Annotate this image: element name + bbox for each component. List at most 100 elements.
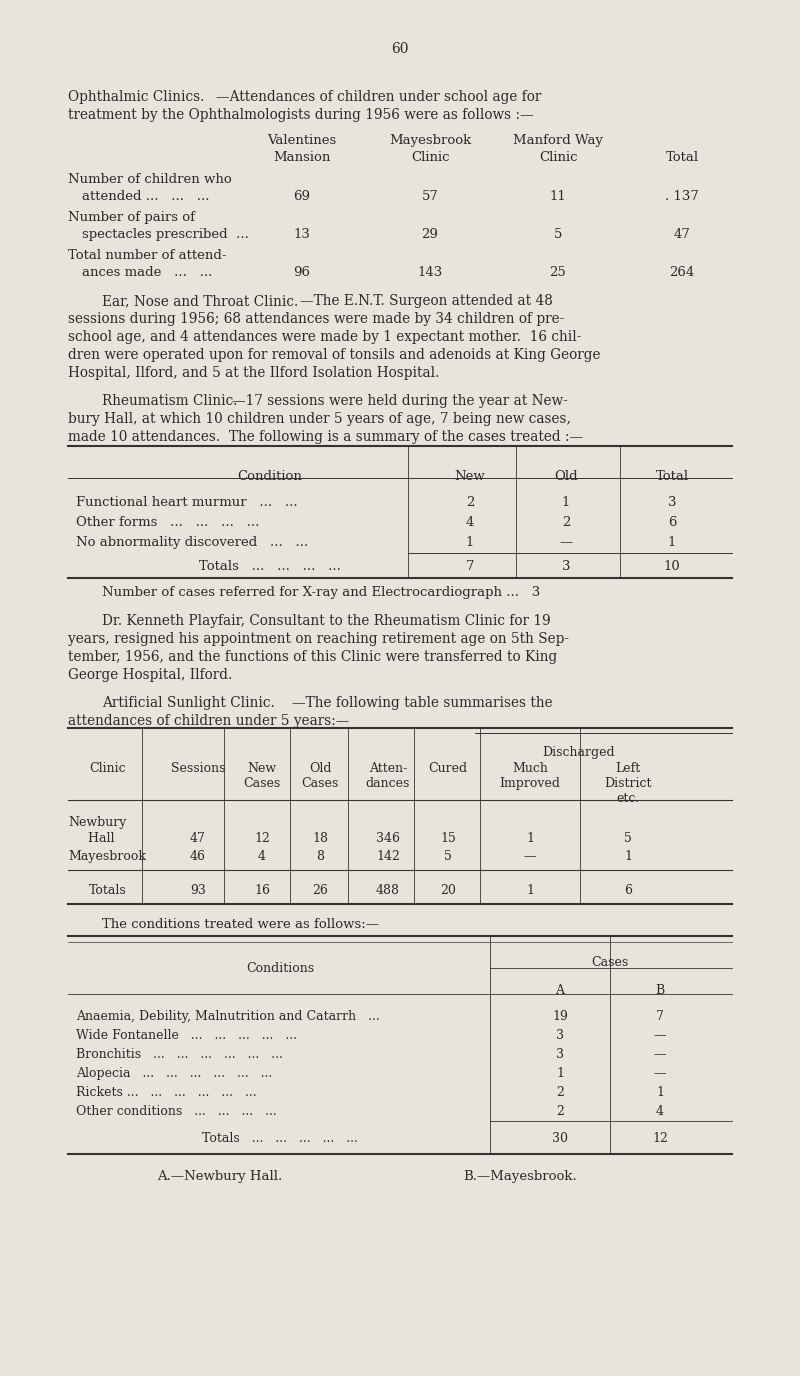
Text: Valentines: Valentines <box>267 133 337 147</box>
Text: Mayesbrook: Mayesbrook <box>68 850 146 863</box>
Text: 3: 3 <box>556 1049 564 1061</box>
Text: Functional heart murmur   ...   ...: Functional heart murmur ... ... <box>76 495 298 509</box>
Text: made 10 attendances.  The following is a summary of the cases treated :—: made 10 attendances. The following is a … <box>68 429 583 444</box>
Text: 57: 57 <box>422 190 438 204</box>
Text: attendances of children under 5 years:—: attendances of children under 5 years:— <box>68 714 350 728</box>
Text: 1: 1 <box>624 850 632 863</box>
Text: New
Cases: New Cases <box>243 762 281 790</box>
Text: Number of children who: Number of children who <box>68 173 232 186</box>
Text: Number of cases referred for X-ray and Electrocardiograph ...   3: Number of cases referred for X-ray and E… <box>102 586 540 599</box>
Text: 6: 6 <box>624 883 632 897</box>
Text: 69: 69 <box>294 190 310 204</box>
Text: 1: 1 <box>466 537 474 549</box>
Text: Old
Cases: Old Cases <box>302 762 338 790</box>
Text: —17 sessions were held during the year at New-: —17 sessions were held during the year a… <box>232 394 568 409</box>
Text: 19: 19 <box>552 1010 568 1022</box>
Text: 26: 26 <box>312 883 328 897</box>
Text: —Attendances of children under school age for: —Attendances of children under school ag… <box>216 89 542 105</box>
Text: —The E.N.T. Surgeon attended at 48: —The E.N.T. Surgeon attended at 48 <box>300 294 553 308</box>
Text: 3: 3 <box>556 1029 564 1042</box>
Text: 8: 8 <box>316 850 324 863</box>
Text: Ear, Nose and Throat Clinic.: Ear, Nose and Throat Clinic. <box>102 294 298 308</box>
Text: 30: 30 <box>552 1132 568 1145</box>
Text: spectacles prescribed  ...: spectacles prescribed ... <box>82 228 249 241</box>
Text: Totals: Totals <box>89 883 127 897</box>
Text: Bronchitis   ...   ...   ...   ...   ...   ...: Bronchitis ... ... ... ... ... ... <box>76 1049 283 1061</box>
Text: 60: 60 <box>391 43 409 56</box>
Text: 16: 16 <box>254 883 270 897</box>
Text: 2: 2 <box>562 516 570 528</box>
Text: 4: 4 <box>656 1105 664 1117</box>
Text: bury Hall, at which 10 children under 5 years of age, 7 being new cases,: bury Hall, at which 10 children under 5 … <box>68 411 571 427</box>
Text: Alopecia   ...   ...   ...   ...   ...   ...: Alopecia ... ... ... ... ... ... <box>76 1066 272 1080</box>
Text: Atten-
dances: Atten- dances <box>366 762 410 790</box>
Text: 2: 2 <box>466 495 474 509</box>
Text: 5: 5 <box>624 832 632 845</box>
Text: The conditions treated were as follows:—: The conditions treated were as follows:— <box>102 918 379 932</box>
Text: 4: 4 <box>258 850 266 863</box>
Text: —The following table summarises the: —The following table summarises the <box>292 696 553 710</box>
Text: 20: 20 <box>440 883 456 897</box>
Text: 488: 488 <box>376 883 400 897</box>
Text: 1: 1 <box>656 1086 664 1099</box>
Text: 47: 47 <box>674 228 690 241</box>
Text: Hospital, Ilford, and 5 at the Ilford Isolation Hospital.: Hospital, Ilford, and 5 at the Ilford Is… <box>68 366 439 380</box>
Text: Dr. Kenneth Playfair, Consultant to the Rheumatism Clinic for 19: Dr. Kenneth Playfair, Consultant to the … <box>102 614 550 627</box>
Text: 5: 5 <box>554 228 562 241</box>
Text: 18: 18 <box>312 832 328 845</box>
Text: 12: 12 <box>652 1132 668 1145</box>
Text: Mansion: Mansion <box>274 151 330 164</box>
Text: 4: 4 <box>466 516 474 528</box>
Text: Much
Improved: Much Improved <box>499 762 561 790</box>
Text: Totals   ...   ...   ...   ...: Totals ... ... ... ... <box>199 560 341 572</box>
Text: 1: 1 <box>526 883 534 897</box>
Text: —: — <box>524 850 536 863</box>
Text: 13: 13 <box>294 228 310 241</box>
Text: —: — <box>654 1066 666 1080</box>
Text: 7: 7 <box>466 560 474 572</box>
Text: 1: 1 <box>562 495 570 509</box>
Text: 29: 29 <box>422 228 438 241</box>
Text: Anaemia, Debility, Malnutrition and Catarrh   ...: Anaemia, Debility, Malnutrition and Cata… <box>76 1010 380 1022</box>
Text: B: B <box>655 984 665 998</box>
Text: Other forms   ...   ...   ...   ...: Other forms ... ... ... ... <box>76 516 259 528</box>
Text: years, resigned his appointment on reaching retirement age on 5th Sep-: years, resigned his appointment on reach… <box>68 632 569 645</box>
Text: Total number of attend-: Total number of attend- <box>68 249 226 261</box>
Text: Total: Total <box>655 471 689 483</box>
Text: Ophthalmic Clinics.: Ophthalmic Clinics. <box>68 89 204 105</box>
Text: —: — <box>559 537 573 549</box>
Text: 25: 25 <box>550 266 566 279</box>
Text: Condition: Condition <box>238 471 302 483</box>
Text: 1: 1 <box>526 832 534 845</box>
Text: New: New <box>454 471 486 483</box>
Text: Artificial Sunlight Clinic.: Artificial Sunlight Clinic. <box>102 696 274 710</box>
Text: Wide Fontanelle   ...   ...   ...   ...   ...: Wide Fontanelle ... ... ... ... ... <box>76 1029 297 1042</box>
Text: 96: 96 <box>294 266 310 279</box>
Text: 11: 11 <box>550 190 566 204</box>
Text: attended ...   ...   ...: attended ... ... ... <box>82 190 210 204</box>
Text: Rheumatism Clinic.: Rheumatism Clinic. <box>102 394 238 409</box>
Text: 1: 1 <box>556 1066 564 1080</box>
Text: George Hospital, Ilford.: George Hospital, Ilford. <box>68 667 232 682</box>
Text: 143: 143 <box>418 266 442 279</box>
Text: B.—Mayesbrook.: B.—Mayesbrook. <box>463 1170 577 1183</box>
Text: 346: 346 <box>376 832 400 845</box>
Text: 12: 12 <box>254 832 270 845</box>
Text: Old: Old <box>554 471 578 483</box>
Text: 10: 10 <box>664 560 680 572</box>
Text: treatment by the Ophthalmologists during 1956 were as follows :—: treatment by the Ophthalmologists during… <box>68 107 534 122</box>
Text: No abnormality discovered   ...   ...: No abnormality discovered ... ... <box>76 537 308 549</box>
Text: 47: 47 <box>190 832 206 845</box>
Text: Conditions: Conditions <box>246 962 314 976</box>
Text: 1: 1 <box>668 537 676 549</box>
Text: 2: 2 <box>556 1105 564 1117</box>
Text: Hall: Hall <box>68 832 114 845</box>
Text: Left
District
etc.: Left District etc. <box>604 762 652 805</box>
Text: sessions during 1956; 68 attendances were made by 34 children of pre-: sessions during 1956; 68 attendances wer… <box>68 312 564 326</box>
Text: Clinic: Clinic <box>538 151 578 164</box>
Text: Clinic: Clinic <box>410 151 450 164</box>
Text: 3: 3 <box>562 560 570 572</box>
Text: 15: 15 <box>440 832 456 845</box>
Text: Discharged: Discharged <box>542 746 615 760</box>
Text: 6: 6 <box>668 516 676 528</box>
